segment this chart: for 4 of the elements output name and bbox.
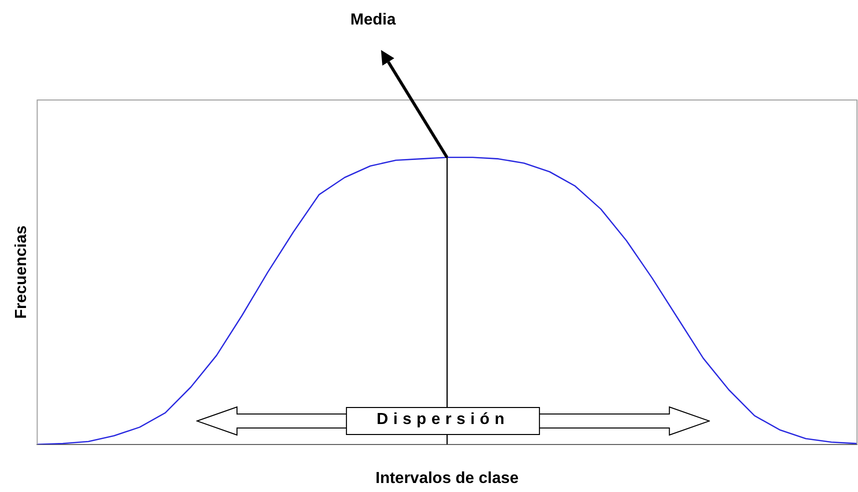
y-axis-title: Frecuencias: [13, 225, 30, 319]
x-axis-title: Intervalos de clase: [376, 470, 519, 487]
text: Media: [350, 11, 396, 28]
annotation: Dispersión: [346, 407, 540, 434]
